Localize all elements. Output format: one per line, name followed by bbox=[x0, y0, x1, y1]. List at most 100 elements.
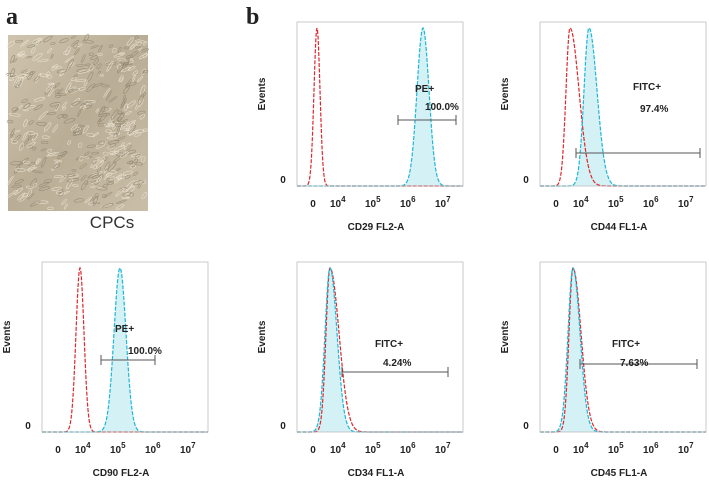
x-axis-label: CD34 FL1-A bbox=[348, 468, 405, 479]
x-axis-label: CD29 FL2-A bbox=[348, 222, 405, 233]
cell bbox=[118, 112, 124, 116]
cell bbox=[139, 113, 146, 120]
cell bbox=[42, 135, 50, 139]
tick-base: 10 bbox=[678, 199, 690, 210]
y-tick-label: 0 bbox=[523, 421, 529, 432]
cell bbox=[52, 124, 59, 133]
cell bbox=[130, 44, 138, 49]
cell bbox=[28, 161, 35, 167]
cell bbox=[83, 79, 88, 87]
cell bbox=[137, 76, 144, 83]
cell bbox=[131, 158, 138, 168]
x-tick-label: 105 bbox=[110, 441, 126, 456]
cell bbox=[63, 203, 68, 210]
cell bbox=[97, 140, 106, 145]
cell bbox=[117, 57, 126, 62]
cell bbox=[43, 122, 52, 132]
cell bbox=[141, 92, 146, 98]
cell bbox=[61, 151, 67, 157]
cell bbox=[141, 48, 150, 52]
cell bbox=[73, 198, 85, 203]
cell bbox=[76, 64, 84, 67]
cell bbox=[83, 99, 96, 104]
cell bbox=[73, 42, 78, 49]
cell bbox=[118, 46, 122, 53]
gate-bar bbox=[341, 367, 449, 377]
cell bbox=[62, 113, 68, 118]
cell bbox=[80, 174, 87, 181]
cell bbox=[57, 114, 64, 119]
cell bbox=[137, 47, 143, 52]
cell bbox=[10, 161, 23, 166]
cell bbox=[15, 40, 24, 43]
cyan-fill bbox=[540, 28, 706, 186]
cell bbox=[71, 100, 81, 106]
cell bbox=[61, 101, 68, 109]
cell bbox=[24, 56, 33, 59]
cell bbox=[73, 74, 78, 78]
cell bbox=[46, 112, 57, 115]
cell bbox=[99, 174, 104, 179]
cell bbox=[130, 50, 139, 58]
cell bbox=[122, 170, 133, 176]
cell bbox=[23, 119, 28, 128]
tick-exp: 7 bbox=[689, 441, 694, 450]
cell bbox=[137, 110, 146, 115]
tick-base: 10 bbox=[365, 445, 377, 456]
tick-base: 10 bbox=[110, 445, 122, 456]
cell bbox=[16, 53, 27, 58]
x-tick-label: 106 bbox=[400, 195, 416, 210]
axes bbox=[539, 21, 707, 187]
cell bbox=[26, 44, 36, 48]
cell bbox=[51, 186, 62, 191]
cell bbox=[108, 96, 118, 103]
red-histogram bbox=[540, 267, 706, 433]
tick-base: 10 bbox=[643, 199, 655, 210]
cell bbox=[14, 84, 20, 89]
tick-base: 10 bbox=[180, 445, 192, 456]
cell bbox=[107, 162, 117, 172]
cell bbox=[51, 66, 63, 69]
tick-exp: 4 bbox=[341, 195, 346, 204]
cell bbox=[47, 48, 53, 54]
cell bbox=[97, 118, 102, 124]
cell bbox=[13, 77, 19, 87]
cell bbox=[88, 52, 94, 56]
cell bbox=[8, 113, 21, 117]
y-tick-label: 0 bbox=[280, 421, 286, 432]
cell bbox=[89, 64, 94, 71]
cell bbox=[78, 86, 86, 91]
gate-label: PE+ bbox=[115, 324, 134, 335]
cell bbox=[52, 163, 61, 169]
cell bbox=[124, 174, 131, 180]
cell bbox=[50, 85, 56, 89]
cell bbox=[118, 52, 124, 55]
cell bbox=[134, 45, 142, 49]
cell bbox=[99, 105, 106, 116]
cell bbox=[84, 196, 92, 204]
cell bbox=[128, 129, 139, 136]
cell bbox=[59, 38, 69, 44]
cell bbox=[57, 88, 64, 94]
cell bbox=[77, 69, 90, 74]
cell bbox=[21, 98, 28, 104]
x-tick-label: 107 bbox=[678, 195, 694, 210]
cell bbox=[59, 174, 67, 183]
cell bbox=[101, 203, 114, 209]
cell bbox=[92, 201, 101, 204]
y-axis-label: Events bbox=[500, 77, 511, 110]
cell bbox=[22, 160, 30, 165]
cell bbox=[119, 77, 124, 82]
cell bbox=[63, 118, 76, 124]
cell bbox=[96, 176, 102, 183]
gate-percent: 4.24% bbox=[383, 358, 411, 369]
cell bbox=[27, 192, 34, 200]
cell bbox=[11, 140, 18, 144]
tick-exp: 7 bbox=[191, 441, 196, 450]
gate-label: FITC+ bbox=[633, 82, 661, 93]
cell bbox=[96, 160, 104, 169]
x-tick-label: 0 bbox=[55, 445, 61, 456]
cell bbox=[96, 53, 103, 56]
gate-label: PE+ bbox=[415, 84, 434, 95]
cell bbox=[101, 84, 110, 88]
